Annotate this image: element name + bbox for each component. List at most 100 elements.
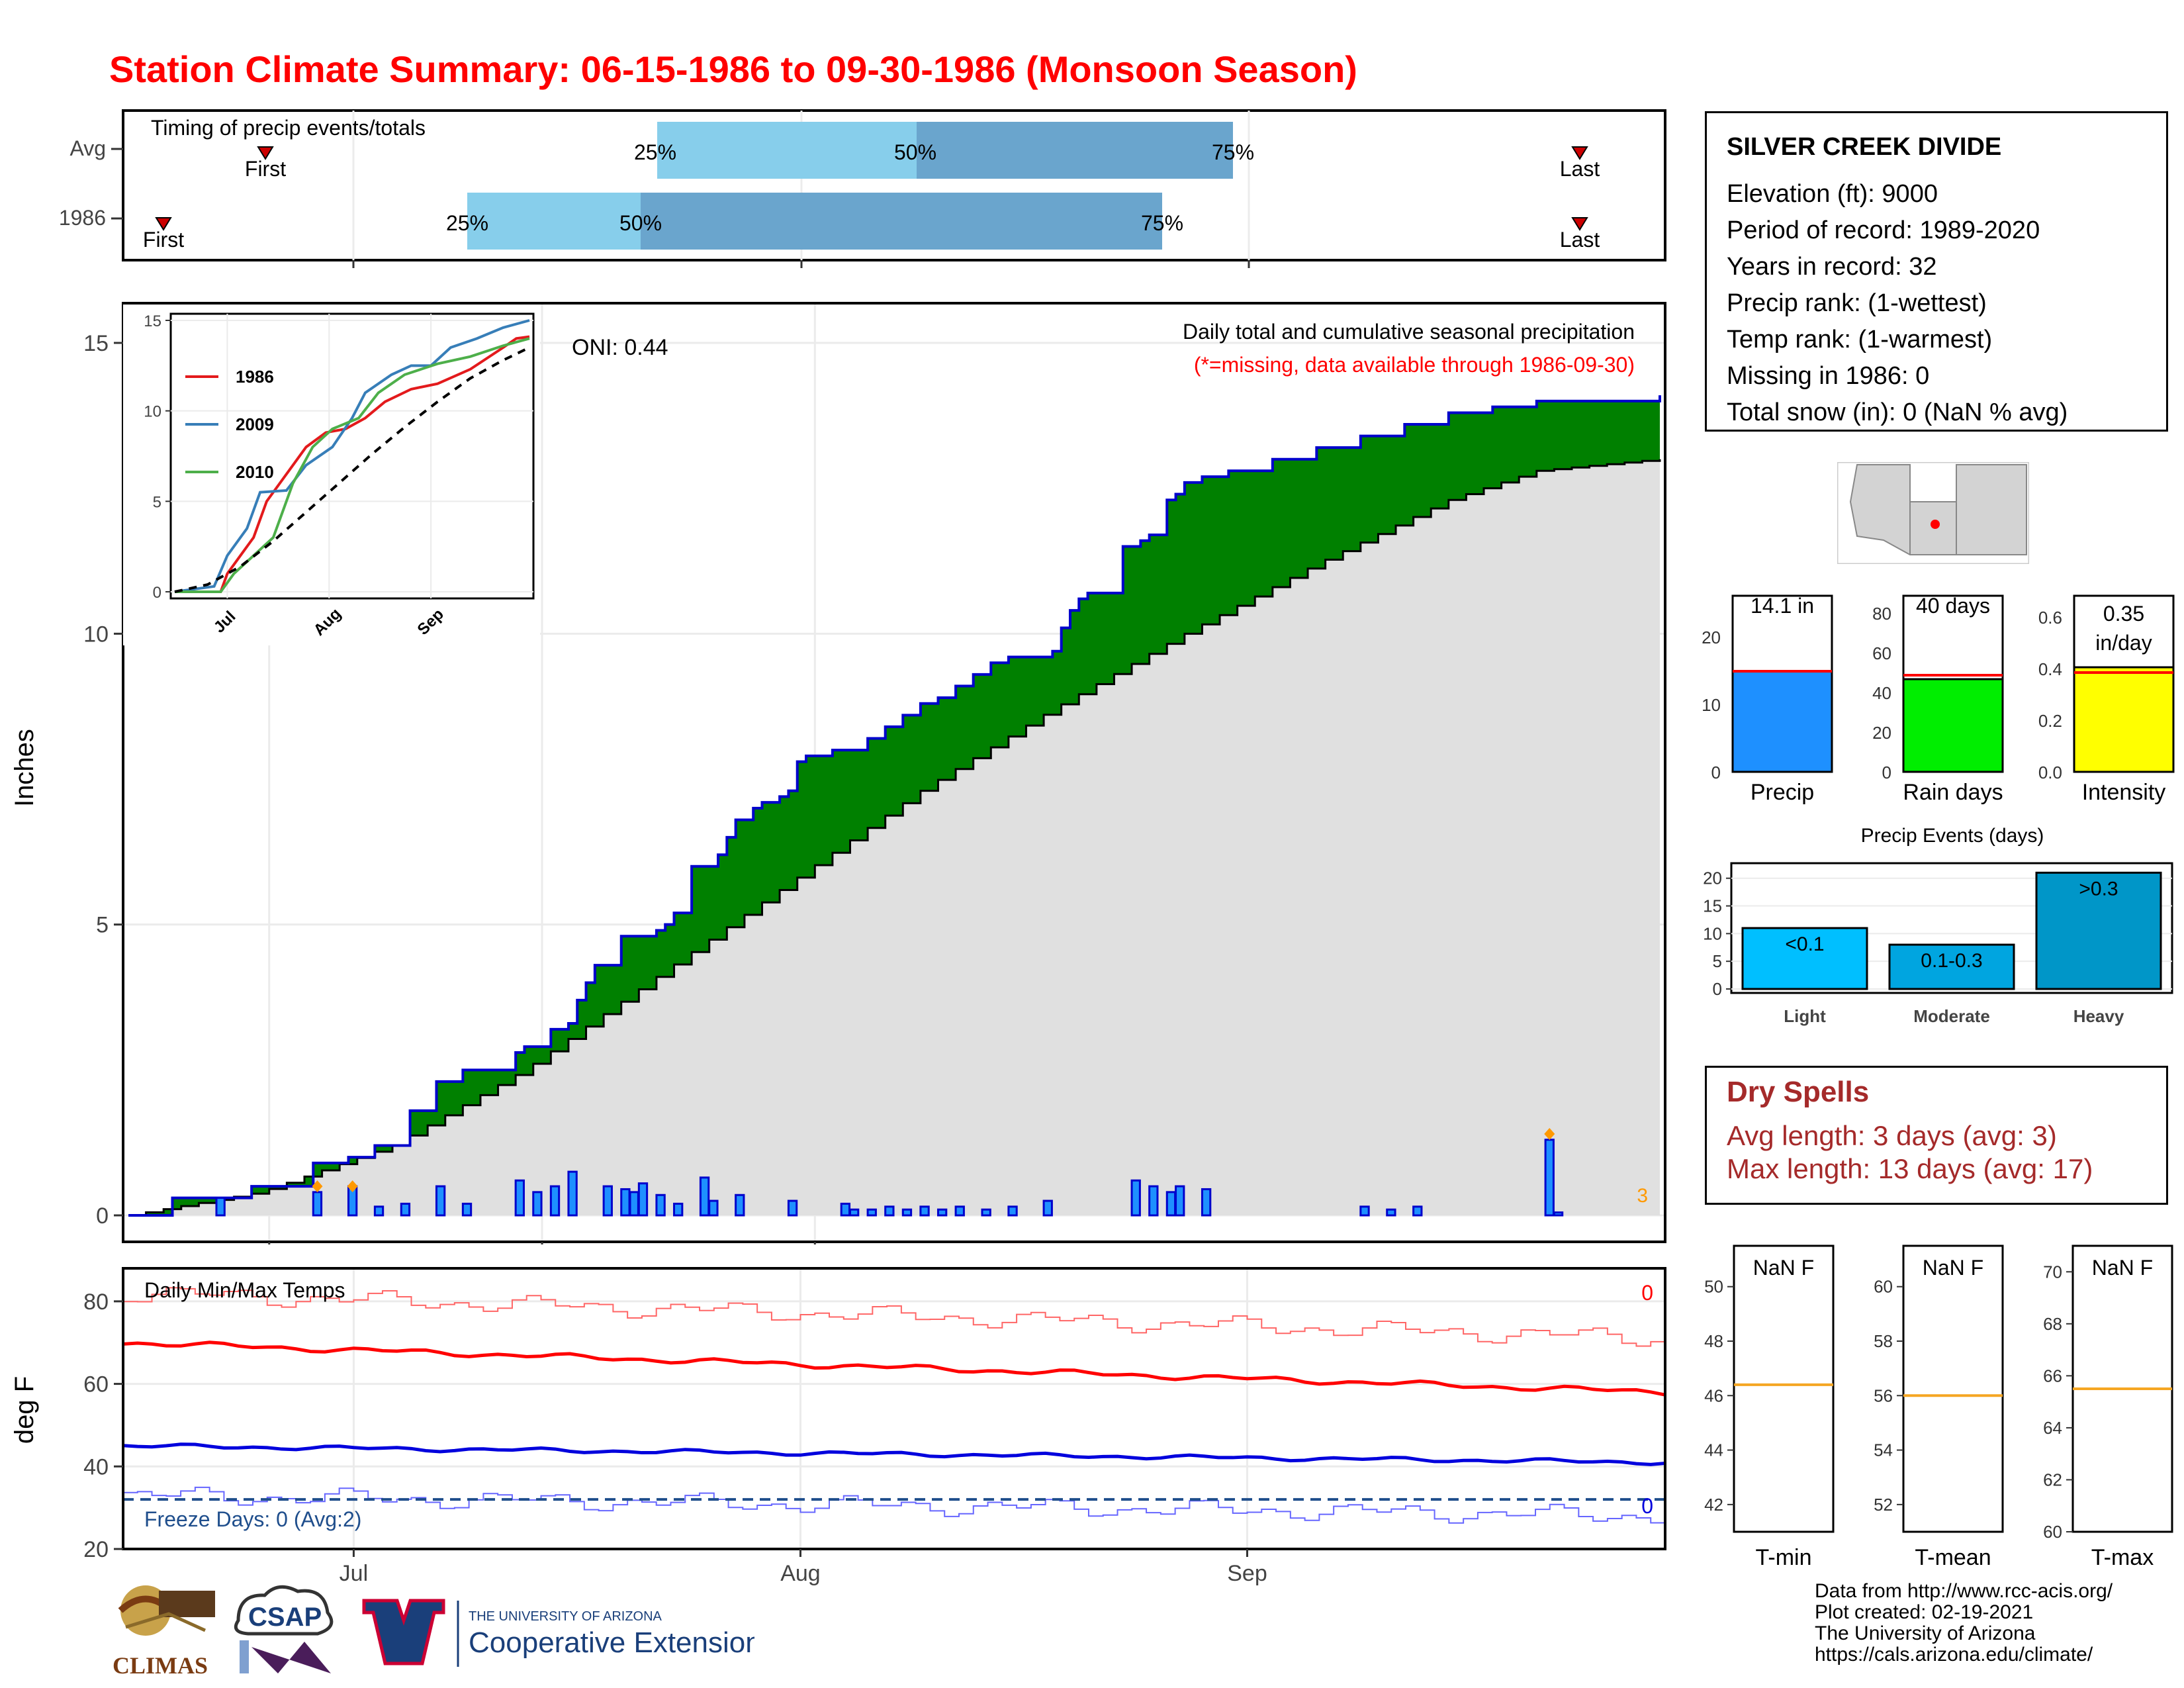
precip-chart: 0 5 10 15 Inches Daily total and cumulative… [10, 302, 1666, 1244]
precip-events-panel: Precip Events (days) 0 5 10 15 20 <0.1 Light 0.… [1681, 820, 2184, 1045]
daily-precip-bar [1386, 1208, 1396, 1217]
temps-title: Daily Min/Max Temps [144, 1278, 345, 1302]
footer-university: The University of Arizona [1815, 1622, 2036, 1644]
daily-precip-bar [787, 1199, 798, 1217]
daily-precip-bar [1412, 1205, 1423, 1217]
station-elevation: Elevation (ft): 9000 [1727, 180, 1938, 208]
precip-total-value: 14.1 in [1751, 594, 1814, 618]
precip-ylabel: Inches [10, 729, 39, 807]
daily-precip-bar [936, 1208, 948, 1217]
climas-text: CLIMAS [113, 1652, 208, 1679]
precip-event-bar [2035, 871, 2162, 990]
intensity-value: 0.35 [2103, 602, 2144, 626]
precip-heading: Daily total and cumulative seasonal prec… [1183, 320, 1635, 344]
station-period: Period of record: 1989-2020 [1727, 216, 2040, 244]
avg-q25-q50-bar [657, 122, 917, 179]
temps-xtick-label: Jul [340, 1561, 368, 1586]
station-snow: Total snow (in): 0 (NaN % avg) [1727, 399, 2068, 426]
timing-chart: Timing of precip events/totals Avg 1986 … [59, 109, 1666, 268]
precip-events-chart: Precip Events (days) 0 5 10 15 20 <0.1 Light 0.… [1703, 825, 2173, 1026]
timing-panel: Timing of precip events/totals Avg 1986 … [0, 106, 1681, 268]
daily-precip-bar [954, 1205, 965, 1217]
intensity-ytick: 0.4 [2038, 659, 2062, 679]
station-location-dot [1931, 520, 1940, 529]
avg-cumulative-line [128, 459, 1661, 1217]
inset-legend-2009: 2009 [236, 414, 274, 434]
daily-precip-bar [1042, 1199, 1053, 1217]
footer-url: https://cals.arizona.edu/climate/ [1815, 1644, 2093, 1665]
daily-precip-bar [1165, 1191, 1177, 1217]
temp-summary-ytick: 68 [2043, 1314, 2062, 1334]
temp-summary-panel: 42 44 46 48 50 NaN F T-min 52 54 56 58 60 NaN F T-mea… [1681, 1238, 2184, 1582]
daily-precip-bar [1553, 1211, 1564, 1217]
excess-precip-area [128, 395, 1660, 1215]
temp-summary-ytick: 66 [2043, 1366, 2062, 1385]
locator-map [1837, 462, 2029, 564]
temp-summary-ytick: 54 [1874, 1440, 1893, 1460]
temp-summary-value: NaN F [1753, 1256, 1814, 1280]
precip-panel: 0 5 10 15 Inches Daily total and cumulative… [0, 291, 1681, 1244]
daily-precip-bar [708, 1199, 719, 1217]
intensity-ytick: 0.6 [2038, 608, 2062, 628]
csap-logo: CSAP [234, 1585, 334, 1673]
avg-first-marker [257, 146, 274, 160]
rain-days-ytick: 0 [1882, 763, 1891, 782]
ua-big-text: Cooperative Extension [469, 1626, 754, 1659]
yr-q50-label: 50% [619, 211, 662, 235]
precip-ytick: 10 [1702, 695, 1721, 715]
temp-summary-ytick: 42 [1704, 1495, 1723, 1515]
intensity-ytick: 0.2 [2038, 711, 2062, 731]
rain-days-ytick: 40 [1872, 683, 1891, 703]
tmin-count: 0 [1641, 1494, 1653, 1518]
yr-first-marker [155, 217, 172, 231]
events-ytick-label: 15 [1703, 896, 1722, 916]
events-title: Precip Events (days) [1861, 825, 2044, 847]
station-precip-rank: Precip rank: (1-wettest) [1727, 289, 1987, 317]
daily-precip-bar [373, 1205, 385, 1217]
inset-series-line [174, 346, 530, 593]
temps-chart: 20 40 60 80 deg F Daily Min/Max Temps 0 0 F… [10, 1267, 1666, 1586]
temp-summary-value: NaN F [1923, 1256, 1983, 1280]
precip-event-category: Light [1784, 1006, 1826, 1026]
temps-xtick-label: Aug [780, 1561, 821, 1586]
events-ytick-label: 10 [1703, 923, 1722, 943]
yr-q25-q50-bar [467, 193, 641, 250]
precip-frame [122, 302, 1666, 1243]
yr-first-label: First [143, 228, 184, 252]
temps-ytick-label: 40 [83, 1454, 109, 1479]
events-ytick-label: 20 [1703, 868, 1722, 888]
temp-summary-chart: 42 44 46 48 50 NaN F T-min 52 54 56 58 60 NaN F T-mea… [1704, 1244, 2173, 1570]
timing-row-year: 1986 [59, 206, 106, 230]
avg-cumulative-area [128, 459, 1660, 1215]
inset-series-line [175, 335, 530, 593]
inset-series-line [174, 319, 530, 593]
rain-days-ytick: 60 [1872, 643, 1891, 663]
precip-event-bar [1888, 943, 2015, 990]
temp-summary-box [1733, 1244, 1835, 1533]
csap-text: CSAP [248, 1603, 322, 1632]
footer-source: Data from http://www.rcc-acis.org/ [1815, 1580, 2113, 1602]
inset-frame [169, 312, 535, 600]
daily-precip-bar [1007, 1205, 1018, 1217]
temp-summary-ytick: 52 [1874, 1495, 1893, 1515]
daily-precip-bar [602, 1185, 613, 1217]
footer-created: Plot created: 02-19-2021 [1815, 1601, 2034, 1623]
precip-mini-label: Precip [1751, 780, 1814, 805]
daily-precip-bar [849, 1208, 860, 1217]
timing-row-avg: Avg [69, 136, 106, 160]
rain-days-bar [1902, 678, 2004, 773]
precip-event-category: Heavy [2073, 1006, 2124, 1026]
daily-precip-bar [919, 1205, 930, 1217]
rain-days-mini-label: Rain days [1903, 780, 2003, 805]
dry-spells-title: Dry Spells [1727, 1076, 1870, 1108]
daily-precip-bar [461, 1202, 473, 1217]
avg-last-label: Last [1560, 157, 1600, 181]
station-info-box: SILVER CREEK DIVIDE Elevation (ft): 9000… [1705, 111, 2168, 432]
precip-ytick-label: 15 [83, 331, 109, 356]
dry-avg-length: Avg length: 3 days (avg: 3) [1727, 1120, 2057, 1151]
yr-last-marker [1571, 217, 1588, 231]
temps-ylabel: deg F [10, 1376, 39, 1444]
precip-event-bar [1741, 927, 1868, 990]
temps-ytick-label: 80 [83, 1289, 109, 1315]
avg-q50-label: 50% [894, 140, 936, 164]
